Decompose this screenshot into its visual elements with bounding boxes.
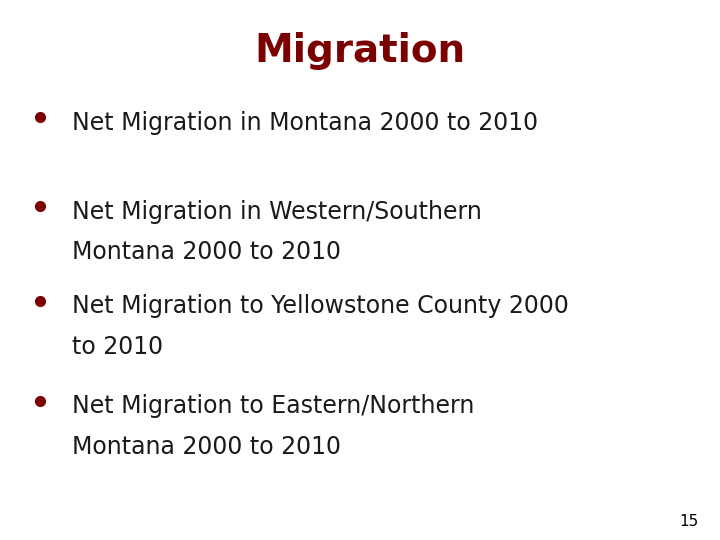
Text: Net Migration to Yellowstone County 2000: Net Migration to Yellowstone County 2000 xyxy=(72,294,569,318)
Text: Net Migration in Montana 2000 to 2010: Net Migration in Montana 2000 to 2010 xyxy=(72,111,538,134)
Text: Migration: Migration xyxy=(254,32,466,70)
Text: Montana 2000 to 2010: Montana 2000 to 2010 xyxy=(72,240,341,264)
Text: Montana 2000 to 2010: Montana 2000 to 2010 xyxy=(72,435,341,458)
Text: Net Migration to Eastern/Northern: Net Migration to Eastern/Northern xyxy=(72,394,474,418)
Text: 15: 15 xyxy=(679,514,698,529)
Text: to 2010: to 2010 xyxy=(72,335,163,359)
Text: Net Migration in Western/Southern: Net Migration in Western/Southern xyxy=(72,200,482,224)
